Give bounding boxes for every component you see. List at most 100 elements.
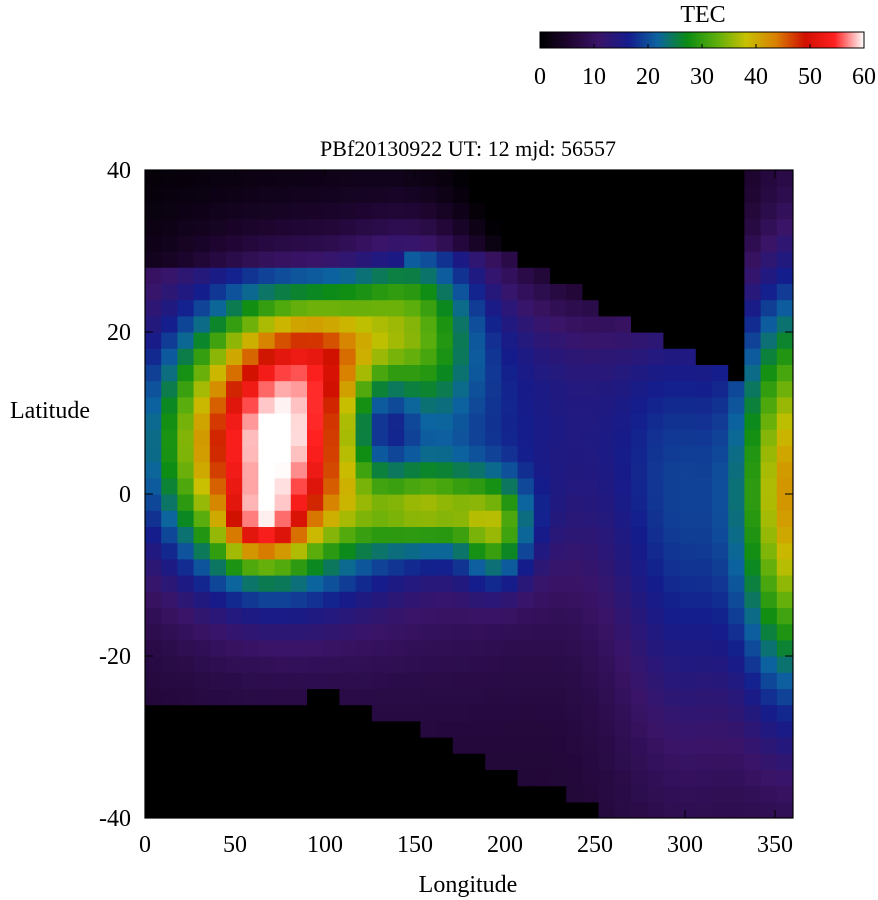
heatmap-cell: [371, 737, 389, 754]
heatmap-cell: [679, 477, 697, 495]
heatmap-cell: [290, 413, 308, 430]
heatmap-cell: [712, 429, 729, 446]
heatmap-cell: [582, 656, 600, 673]
heatmap-cell: [501, 526, 519, 544]
heatmap-cell: [274, 623, 292, 641]
heatmap-cell: [517, 170, 535, 187]
heatmap-cell: [485, 688, 502, 706]
heatmap-cell: [647, 639, 664, 657]
heatmap-cell: [679, 607, 697, 625]
heatmap-cell: [226, 186, 243, 203]
heatmap-cell: [728, 623, 745, 641]
heatmap-cell: [533, 656, 551, 673]
heatmap-cell: [695, 315, 713, 333]
heatmap-cell: [631, 720, 648, 738]
heatmap-cell: [388, 753, 405, 770]
heatmap-cell: [614, 704, 632, 722]
heatmap-cell: [501, 688, 519, 706]
heatmap-cell: [550, 526, 567, 544]
heatmap-cell: [614, 170, 632, 187]
heatmap-cell: [290, 283, 308, 301]
heatmap-cell: [517, 656, 535, 673]
heatmap-cell: [760, 445, 778, 463]
heatmap-cell: [274, 477, 292, 495]
heatmap-cell: [566, 737, 583, 754]
heatmap-cell: [307, 623, 324, 641]
heatmap-cell: [209, 348, 227, 365]
heatmap-cell: [193, 396, 211, 414]
heatmap-cell: [517, 461, 535, 479]
heatmap-cell: [517, 607, 535, 625]
heatmap-cell: [614, 413, 632, 430]
heatmap-cell: [420, 575, 438, 592]
heatmap-cell: [760, 558, 778, 576]
heatmap-cell: [712, 623, 729, 641]
heatmap-cell: [533, 413, 551, 430]
heatmap-cell: [452, 429, 470, 446]
heatmap-cell: [145, 575, 162, 592]
heatmap-cell: [388, 542, 405, 560]
heatmap-cell: [598, 332, 616, 349]
heatmap-cell: [533, 267, 551, 284]
heatmap-cell: [647, 688, 664, 706]
heatmap-cell: [177, 396, 195, 414]
heatmap-cell: [533, 429, 551, 446]
heatmap-cell: [582, 267, 600, 284]
heatmap-cell: [614, 801, 632, 818]
heatmap-cell: [420, 348, 438, 365]
heatmap-cell: [209, 639, 227, 657]
heatmap-cell: [323, 526, 340, 544]
heatmap-cell: [695, 170, 713, 187]
heatmap-cell: [517, 186, 535, 203]
heatmap-cell: [290, 429, 308, 446]
heatmap-cell: [355, 380, 373, 398]
heatmap-cell: [517, 720, 535, 738]
heatmap-cell: [193, 380, 211, 398]
heatmap-cell: [371, 396, 389, 414]
heatmap-cell: [501, 299, 519, 317]
heatmap-cell: [145, 218, 162, 236]
heatmap-cell: [744, 332, 762, 349]
heatmap-cell: [501, 672, 519, 689]
heatmap-cell: [533, 542, 551, 560]
heatmap-cell: [485, 332, 502, 349]
heatmap-cell: [517, 202, 535, 220]
heatmap-cell: [566, 558, 583, 576]
heatmap-cell: [290, 218, 308, 236]
heatmap-cell: [371, 332, 389, 349]
heatmap-cell: [209, 202, 227, 220]
heatmap-cell: [209, 170, 227, 187]
heatmap-cell: [663, 445, 681, 463]
heatmap-cell: [452, 364, 470, 382]
heatmap-cell: [355, 494, 373, 511]
heatmap-cell: [469, 251, 486, 268]
heatmap-cell: [355, 737, 373, 754]
heatmap-cell: [695, 526, 713, 544]
heatmap-cell: [614, 623, 632, 641]
heatmap-cell: [614, 461, 632, 479]
heatmap-cell: [485, 396, 502, 414]
heatmap-cell: [339, 785, 357, 803]
heatmap-cell: [550, 801, 567, 818]
heatmap-cell: [533, 785, 551, 803]
heatmap-cell: [695, 186, 713, 203]
heatmap-cell: [728, 299, 745, 317]
heatmap-cell: [501, 607, 519, 625]
heatmap-cell: [614, 720, 632, 738]
heatmap-cell: [339, 283, 357, 301]
heatmap-cell: [614, 769, 632, 787]
heatmap-cell: [242, 186, 259, 203]
heatmap-cell: [193, 315, 211, 333]
heatmap-cell: [436, 607, 454, 625]
heatmap-cell: [663, 542, 681, 560]
colorbar-ticks: 0 10 20 30 40 50 60: [534, 44, 876, 90]
heatmap-cell: [614, 737, 632, 754]
heatmap-cell: [728, 251, 745, 268]
heatmap-cell: [193, 688, 211, 706]
heatmap-cell: [517, 218, 535, 236]
heatmap-cell: [517, 445, 535, 463]
heatmap-cell: [566, 542, 583, 560]
heatmap-cell: [712, 591, 729, 608]
heatmap-cell: [323, 186, 340, 203]
heatmap-cell: [404, 461, 421, 479]
